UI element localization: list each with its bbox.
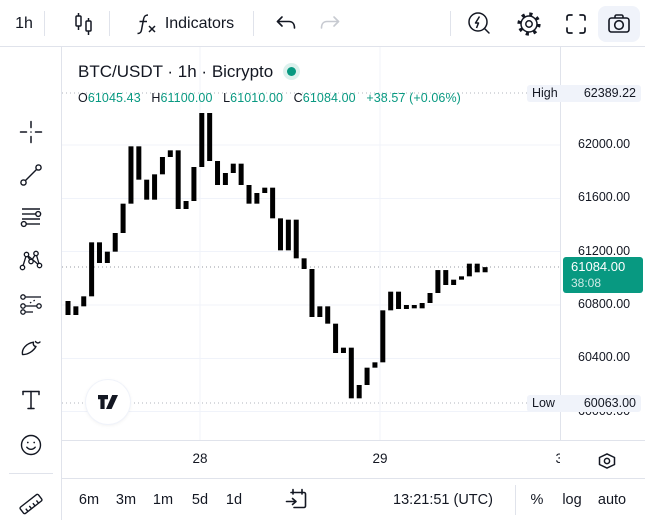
time-tick-labels: 28 29 30 (62, 441, 560, 479)
time-axis[interactable]: 28 29 30 (62, 440, 645, 478)
camera-icon (605, 10, 633, 38)
low-label: L (223, 91, 231, 105)
crosshair-tool-button[interactable] (17, 118, 45, 146)
trend-line-icon (17, 161, 45, 189)
candlestick-icon (69, 10, 97, 38)
text-icon (17, 386, 45, 414)
fx-icon (132, 10, 158, 38)
price-tick: 60400.00 (578, 350, 631, 365)
sidebar-divider (9, 473, 53, 474)
alert-icon (464, 9, 494, 39)
range-6m-button[interactable]: 6m (78, 492, 100, 508)
indicators-button[interactable]: Indicators (122, 0, 244, 47)
interval-button[interactable]: 1h (8, 0, 40, 47)
change-value: +38.57 (+0.06%) (366, 91, 461, 105)
undo-icon (272, 10, 300, 38)
chart-type-button[interactable] (66, 0, 100, 47)
bottom-toolbar: 6m 3m 1m 5d 1d 13:21:51 (UTC) % log auto (62, 478, 645, 520)
high-label: H (151, 91, 161, 105)
fullscreen-icon (563, 11, 589, 37)
fullscreen-button[interactable] (559, 0, 593, 47)
range-1d-button[interactable]: 1d (225, 492, 243, 508)
toolbar-separator (515, 485, 516, 515)
bar-countdown: 38:08 (571, 276, 602, 291)
xabcd-pattern-icon (17, 246, 45, 274)
toolbar-separator (44, 11, 45, 36)
redo-icon (316, 10, 344, 38)
crosshair-icon (17, 118, 45, 146)
price-tick: 60800.00 (578, 297, 631, 311)
open-value: 61045.43 (87, 91, 141, 105)
session-low-label: Low 60063.00 (527, 394, 641, 412)
text-tool-button[interactable] (17, 386, 45, 414)
brush-icon (17, 334, 45, 362)
price-tick: 61600.00 (578, 190, 631, 205)
session-high-label: High 62389.22 (527, 84, 641, 102)
low-value: 61010.00 (230, 91, 284, 105)
open-label: O (78, 91, 88, 105)
percent-scale-button[interactable]: % (530, 492, 544, 508)
toolbar-separator (450, 11, 451, 36)
time-tick: 29 (372, 451, 388, 466)
redo-button[interactable] (312, 0, 348, 47)
go-to-date-button[interactable] (283, 479, 311, 520)
fib-retracement-tool-button[interactable] (17, 203, 45, 231)
calendar-go-to-icon (283, 486, 311, 514)
auto-scale-button[interactable]: auto (597, 492, 627, 508)
clock-label: 13:21:51 (UTC) (393, 492, 493, 508)
close-value: 61084.00 (302, 91, 356, 105)
last-price-badge: 61084.00 38:08 (563, 257, 643, 294)
range-3m-button[interactable]: 3m (115, 492, 137, 508)
drawing-toolbar (0, 47, 62, 520)
tradingview-logo[interactable] (86, 380, 130, 424)
xabcd-pattern-tool-button[interactable] (17, 246, 45, 274)
log-scale-button[interactable]: log (562, 492, 582, 508)
range-1m-button[interactable]: 1m (152, 492, 174, 508)
high-value: 61100.00 (160, 91, 213, 105)
toolbar-separator (253, 11, 254, 36)
indicators-label: Indicators (164, 14, 235, 32)
candlestick-chart[interactable] (62, 47, 560, 440)
gear-icon (514, 9, 544, 39)
emoji-tool-button[interactable] (17, 431, 45, 459)
last-price-value: 61084.00 (571, 259, 626, 275)
market-status-dot (287, 67, 297, 76)
brush-tool-button[interactable] (17, 334, 45, 362)
ohlc-readout: O61045.43 H61100.00 L61010.00 C61084.00 … (78, 91, 461, 105)
ruler-icon (17, 490, 45, 518)
time-tick: 30 (555, 451, 560, 466)
price-tick: 61200.00 (578, 243, 631, 258)
fib-retracement-icon (17, 203, 45, 231)
trend-line-tool-button[interactable] (17, 161, 45, 189)
time-axis-settings-button[interactable] (595, 449, 619, 473)
range-5d-button[interactable]: 5d (191, 492, 209, 508)
clock-utc-button[interactable]: 13:21:51 (UTC) (393, 479, 493, 520)
screenshot-button[interactable] (598, 6, 640, 42)
price-axis[interactable]: 62000.00 61600.00 61200.00 60800.00 60400.00… (527, 47, 645, 440)
top-toolbar: 1h Indicators (0, 0, 645, 47)
interval-label: 1h (15, 14, 33, 32)
close-label: C (293, 91, 303, 105)
time-tick: 28 (192, 451, 208, 466)
measure-tool-button[interactable] (17, 490, 45, 518)
emoji-icon (17, 431, 45, 459)
alert-button[interactable] (461, 0, 497, 47)
hexagon-settings-icon (595, 449, 619, 473)
settings-button[interactable] (511, 0, 547, 47)
undo-button[interactable] (268, 0, 304, 47)
symbol-title[interactable]: BTC/USDT · 1h · Bicrypto (78, 62, 297, 82)
projection-tool-button[interactable] (17, 290, 45, 318)
toolbar-separator (109, 11, 110, 36)
projection-icon (17, 290, 45, 318)
price-tick: 62000.00 (578, 137, 631, 151)
